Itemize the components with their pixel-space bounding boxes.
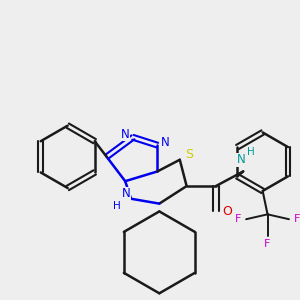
Text: F: F xyxy=(264,238,271,249)
Text: S: S xyxy=(185,148,194,161)
Text: F: F xyxy=(235,214,242,224)
Text: O: O xyxy=(223,205,232,218)
Text: N: N xyxy=(122,188,130,200)
Text: H: H xyxy=(247,147,255,157)
Text: H: H xyxy=(112,201,120,211)
Text: F: F xyxy=(294,214,300,224)
Text: N: N xyxy=(121,128,130,141)
Text: N: N xyxy=(161,136,170,149)
Text: N: N xyxy=(237,153,246,166)
